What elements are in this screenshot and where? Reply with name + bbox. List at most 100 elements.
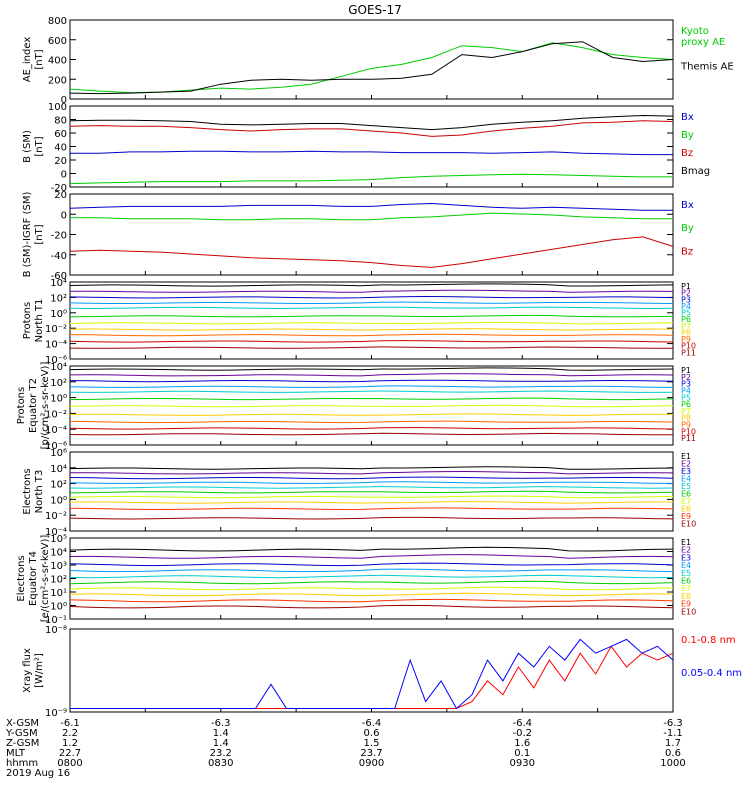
orbit-cell: 0.6 xyxy=(665,748,681,759)
legend-label: E3 xyxy=(681,553,691,562)
panel-3: B (SM)-IGRF (SM) [nT] -60 -40 -20 0 20 Bx By Bz xyxy=(22,190,694,282)
legend-label: P4 xyxy=(681,302,691,311)
y-tick-label: 10⁻² xyxy=(45,511,67,522)
legend-label: Kyoto xyxy=(681,26,709,37)
legend-label: P6 xyxy=(681,400,691,409)
panel-ylabel: Protons xyxy=(16,387,27,424)
legend-label: Bz xyxy=(681,148,693,159)
legend-label: By xyxy=(681,223,694,234)
panel-5: Protons Equator T2 [p/(cm²-s-sr-keV)]10⁻⁶ 1… xyxy=(16,362,696,452)
y-tick-label: 0 xyxy=(61,170,67,181)
series-line-bz xyxy=(69,120,674,137)
orbit-cell: -6.4 xyxy=(362,718,382,729)
y-tick-label: 600 xyxy=(48,36,67,47)
series-line-e1 xyxy=(69,466,674,470)
legend-label: By xyxy=(681,130,694,141)
legend-label: Themis AE xyxy=(680,62,734,73)
series-line-bx xyxy=(69,202,673,211)
series-line-bz xyxy=(69,236,674,268)
legend-label: E8 xyxy=(681,592,691,601)
legend-label: E2 xyxy=(681,460,691,469)
y-tick-label: 0 xyxy=(61,95,67,106)
legend-label: P5 xyxy=(681,309,691,318)
y-tick-label: 20 xyxy=(54,190,67,201)
legend-label: P9 xyxy=(681,335,691,344)
legend-label: P3 xyxy=(681,295,691,304)
series-line-p8 xyxy=(69,328,674,331)
legend-label: 0.1-0.8 nm xyxy=(681,635,736,646)
y-tick-label: 10² xyxy=(50,378,67,389)
series-line-p10 xyxy=(69,340,674,343)
orbit-cell: 23.2 xyxy=(210,748,232,759)
series-line-p4 xyxy=(69,301,674,304)
series-line-e3 xyxy=(69,562,674,567)
orbit-cell: 1.2 xyxy=(62,738,78,749)
legend-label: P4 xyxy=(681,386,691,395)
orbit-cell: 1.7 xyxy=(665,738,681,749)
legend-label: E1 xyxy=(681,538,691,547)
series-line-p1 xyxy=(69,367,674,371)
series-line-p7 xyxy=(69,321,674,325)
series-line-p11 xyxy=(69,346,673,349)
legend-label: P7 xyxy=(681,407,691,416)
series-line-e2 xyxy=(69,554,674,559)
series-line-e9 xyxy=(69,507,674,511)
series-line-p8 xyxy=(69,413,674,416)
legend-label: P11 xyxy=(681,348,696,357)
panel-ylabel: [nT] xyxy=(34,224,45,244)
y-tick-label: 10² xyxy=(50,293,67,304)
orbit-cell: 0900 xyxy=(359,758,384,769)
y-tick-label: 20 xyxy=(54,156,67,167)
series-line-e5 xyxy=(69,574,674,579)
y-tick-label: 10⁰ xyxy=(50,394,67,405)
orbit-cell: 22.7 xyxy=(59,748,81,759)
y-tick-label: 200 xyxy=(48,75,67,86)
orbit-cell: 0930 xyxy=(510,758,535,769)
panel-ylabel: B (SM) xyxy=(22,130,33,163)
series-line-0-05-0-4-nm xyxy=(70,638,674,710)
series-line-by xyxy=(69,173,673,185)
y-tick-label: 10⁰ xyxy=(50,495,67,506)
panel-ylabel: B (SM)-IGRF (SM) xyxy=(22,192,33,278)
legend-label: P10 xyxy=(681,427,696,436)
y-tick-label: 10² xyxy=(50,575,67,586)
legend-label: Bz xyxy=(681,246,693,257)
panel-ylabel: Protons xyxy=(22,302,33,339)
series-line-e4 xyxy=(69,568,674,573)
legend-label: P2 xyxy=(681,289,691,298)
orbit-cell: 1.4 xyxy=(213,738,229,749)
legend-label: P7 xyxy=(681,322,691,331)
series-line-e1 xyxy=(69,546,674,552)
panel-ylabel: [nT] xyxy=(34,49,45,69)
orbit-cell: 0.1 xyxy=(514,748,530,759)
panel-ylabel: [p/(cm²-s-sr-keV)] xyxy=(40,362,51,450)
y-tick-label: 10⁻⁴ xyxy=(45,425,67,436)
legend-label: E9 xyxy=(681,600,691,609)
series-line-kyoto-proxy-ae xyxy=(69,42,674,94)
legend-label: E5 xyxy=(681,569,691,578)
series-line-e6 xyxy=(69,580,674,585)
legend-label: P5 xyxy=(681,393,691,402)
legend-label: E3 xyxy=(681,467,691,476)
orbit-cell: 1.4 xyxy=(213,728,229,739)
orbit-row-label: Y-GSM xyxy=(5,728,38,739)
series-line-p6 xyxy=(69,397,674,401)
orbit-row-label: Z-GSM xyxy=(6,738,39,749)
series-line-e3 xyxy=(69,476,674,480)
legend-label: E5 xyxy=(681,482,691,491)
legend-label: P8 xyxy=(681,414,691,423)
orbit-cell: 23.7 xyxy=(360,748,382,759)
series-line-p6 xyxy=(69,314,674,318)
orbit-row-label: hhmm xyxy=(6,758,38,769)
series-line-p4 xyxy=(69,385,674,388)
series-line-p5 xyxy=(69,390,674,393)
series-line-p3 xyxy=(69,295,674,299)
legend-label: P2 xyxy=(681,373,691,382)
panel-ylabel: North T1 xyxy=(34,299,45,343)
orbit-row-label: X-GSM xyxy=(6,718,39,729)
y-tick-label: 400 xyxy=(48,56,67,67)
